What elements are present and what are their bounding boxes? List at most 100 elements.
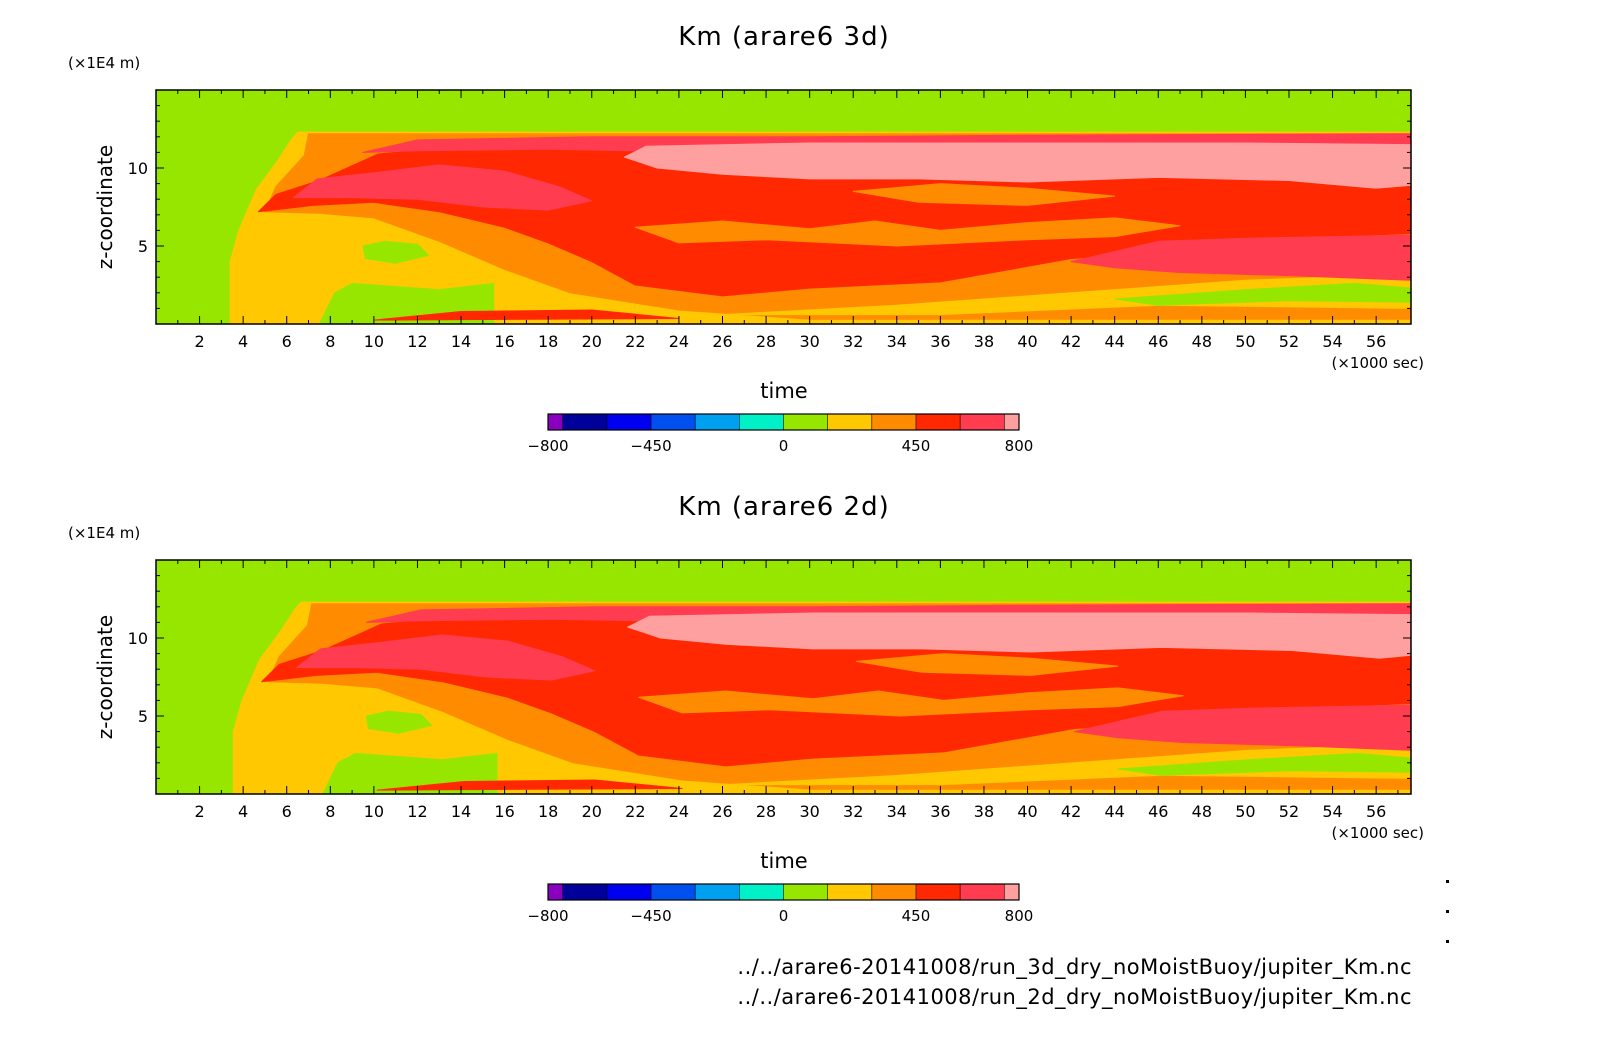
x-tick-label: 32 bbox=[843, 332, 863, 351]
colorbar-swatch bbox=[1004, 884, 1019, 900]
contour-field bbox=[156, 560, 1411, 794]
contour-region bbox=[1117, 752, 1411, 776]
colorbar-swatch bbox=[960, 884, 1005, 900]
x-tick-label: 26 bbox=[712, 802, 732, 821]
x-tick-label: 30 bbox=[799, 332, 819, 351]
colorbar-swatch bbox=[871, 884, 916, 900]
contour-field bbox=[156, 90, 1411, 324]
x-tick-label: 56 bbox=[1366, 802, 1386, 821]
contour-region bbox=[1073, 704, 1411, 751]
y-unit-label: (×1E4 m) bbox=[68, 54, 140, 72]
colorbar-swatch bbox=[695, 414, 740, 430]
contour-region bbox=[627, 612, 1411, 659]
colorbar-tick-label: 0 bbox=[779, 907, 789, 925]
x-tick-label: 6 bbox=[282, 802, 292, 821]
x-tick-label: 44 bbox=[1105, 802, 1125, 821]
x-tick-label: 34 bbox=[887, 332, 907, 351]
y-tick-label: 10 bbox=[128, 159, 148, 178]
x-tick-label: 50 bbox=[1235, 332, 1255, 351]
chart-title: Km (arare6 3d) bbox=[678, 22, 889, 52]
contour-region bbox=[623, 142, 1411, 189]
x-tick-label: 26 bbox=[712, 332, 732, 351]
x-tick-label: 22 bbox=[625, 332, 645, 351]
colorbar-swatch bbox=[651, 884, 696, 900]
x-tick-label: 20 bbox=[582, 802, 602, 821]
x-unit-label: (×1000 sec) bbox=[1331, 354, 1424, 372]
x-tick-label: 38 bbox=[974, 332, 994, 351]
x-tick-label: 10 bbox=[364, 802, 384, 821]
colorbar-swatch bbox=[871, 414, 916, 430]
y-tick-label: 10 bbox=[128, 629, 148, 648]
contour-region bbox=[856, 653, 1119, 676]
x-tick-label: 2 bbox=[194, 332, 204, 351]
x-tick-label: 54 bbox=[1322, 332, 1342, 351]
x-tick-label: 48 bbox=[1192, 332, 1212, 351]
colorbar-tick-label: −800 bbox=[527, 437, 568, 455]
plot-frame bbox=[155, 559, 1412, 795]
marker-dot bbox=[1446, 910, 1449, 913]
x-axis-label: time bbox=[760, 379, 807, 403]
x-tick-label: 2 bbox=[194, 802, 204, 821]
x-tick-label: 18 bbox=[538, 332, 558, 351]
colorbar-swatch bbox=[783, 414, 828, 430]
x-tick-label: 8 bbox=[325, 802, 335, 821]
plot-frame bbox=[155, 89, 1412, 325]
colorbar-swatch bbox=[783, 884, 828, 900]
colorbar-tick-label: 800 bbox=[1005, 437, 1034, 455]
contour-region bbox=[296, 634, 596, 681]
x-tick-label: 16 bbox=[494, 332, 514, 351]
contour-region bbox=[373, 309, 680, 321]
colorbar-swatch bbox=[548, 884, 563, 900]
x-tick-label: 42 bbox=[1061, 802, 1081, 821]
contour-region bbox=[722, 273, 1411, 316]
y-axis-label: z-coordinate bbox=[93, 145, 117, 269]
contour-region bbox=[292, 164, 593, 211]
x-tick-label: 46 bbox=[1148, 332, 1168, 351]
x-tick-label: 42 bbox=[1061, 332, 1081, 351]
x-tick-label: 12 bbox=[407, 332, 427, 351]
contour-region bbox=[852, 183, 1116, 206]
x-tick-label: 52 bbox=[1279, 332, 1299, 351]
colorbar-swatch bbox=[915, 414, 961, 430]
contour-region bbox=[1310, 208, 1411, 233]
y-unit-label: (×1E4 m) bbox=[68, 524, 140, 542]
x-tick-label: 14 bbox=[451, 802, 471, 821]
x-tick-label: 54 bbox=[1322, 802, 1342, 821]
x-tick-label: 4 bbox=[238, 332, 248, 351]
x-unit-label: (×1000 sec) bbox=[1331, 824, 1424, 842]
chart-title: Km (arare6 2d) bbox=[678, 492, 889, 522]
contour-region bbox=[1313, 678, 1411, 703]
x-tick-label: 38 bbox=[974, 802, 994, 821]
colorbar-swatch bbox=[562, 414, 607, 430]
x-tick-label: 8 bbox=[325, 332, 335, 351]
contour-region bbox=[1070, 234, 1411, 281]
contour-region bbox=[365, 710, 433, 734]
y-tick-label: 5 bbox=[138, 237, 148, 256]
x-tick-label: 22 bbox=[625, 802, 645, 821]
colorbar-swatch bbox=[827, 884, 872, 900]
contour-region bbox=[1114, 282, 1411, 306]
x-tick-label: 36 bbox=[930, 332, 950, 351]
colorbar-swatch bbox=[739, 884, 784, 900]
colorbar-swatch bbox=[915, 884, 961, 900]
x-tick-label: 6 bbox=[282, 332, 292, 351]
colorbar: −800 −450 0 450 800 bbox=[527, 883, 1033, 925]
x-tick-label: 20 bbox=[582, 332, 602, 351]
x-tick-label: 50 bbox=[1235, 802, 1255, 821]
x-tick-label: 40 bbox=[1017, 332, 1037, 351]
x-tick-label: 24 bbox=[669, 802, 689, 821]
colorbar-swatch bbox=[548, 414, 563, 430]
y-tick-label: 5 bbox=[138, 707, 148, 726]
contour-region bbox=[634, 217, 1181, 247]
x-tick-label: 28 bbox=[756, 332, 776, 351]
source-file-3d: ../../arare6-20141008/run_3d_dry_noMoist… bbox=[737, 955, 1412, 979]
x-tick-label: 40 bbox=[1017, 802, 1037, 821]
marker-dot bbox=[1446, 880, 1449, 883]
colorbar-swatch bbox=[960, 414, 1005, 430]
colorbar-swatch bbox=[562, 884, 607, 900]
x-tick-label: 12 bbox=[407, 802, 427, 821]
x-tick-label: 56 bbox=[1366, 332, 1386, 351]
